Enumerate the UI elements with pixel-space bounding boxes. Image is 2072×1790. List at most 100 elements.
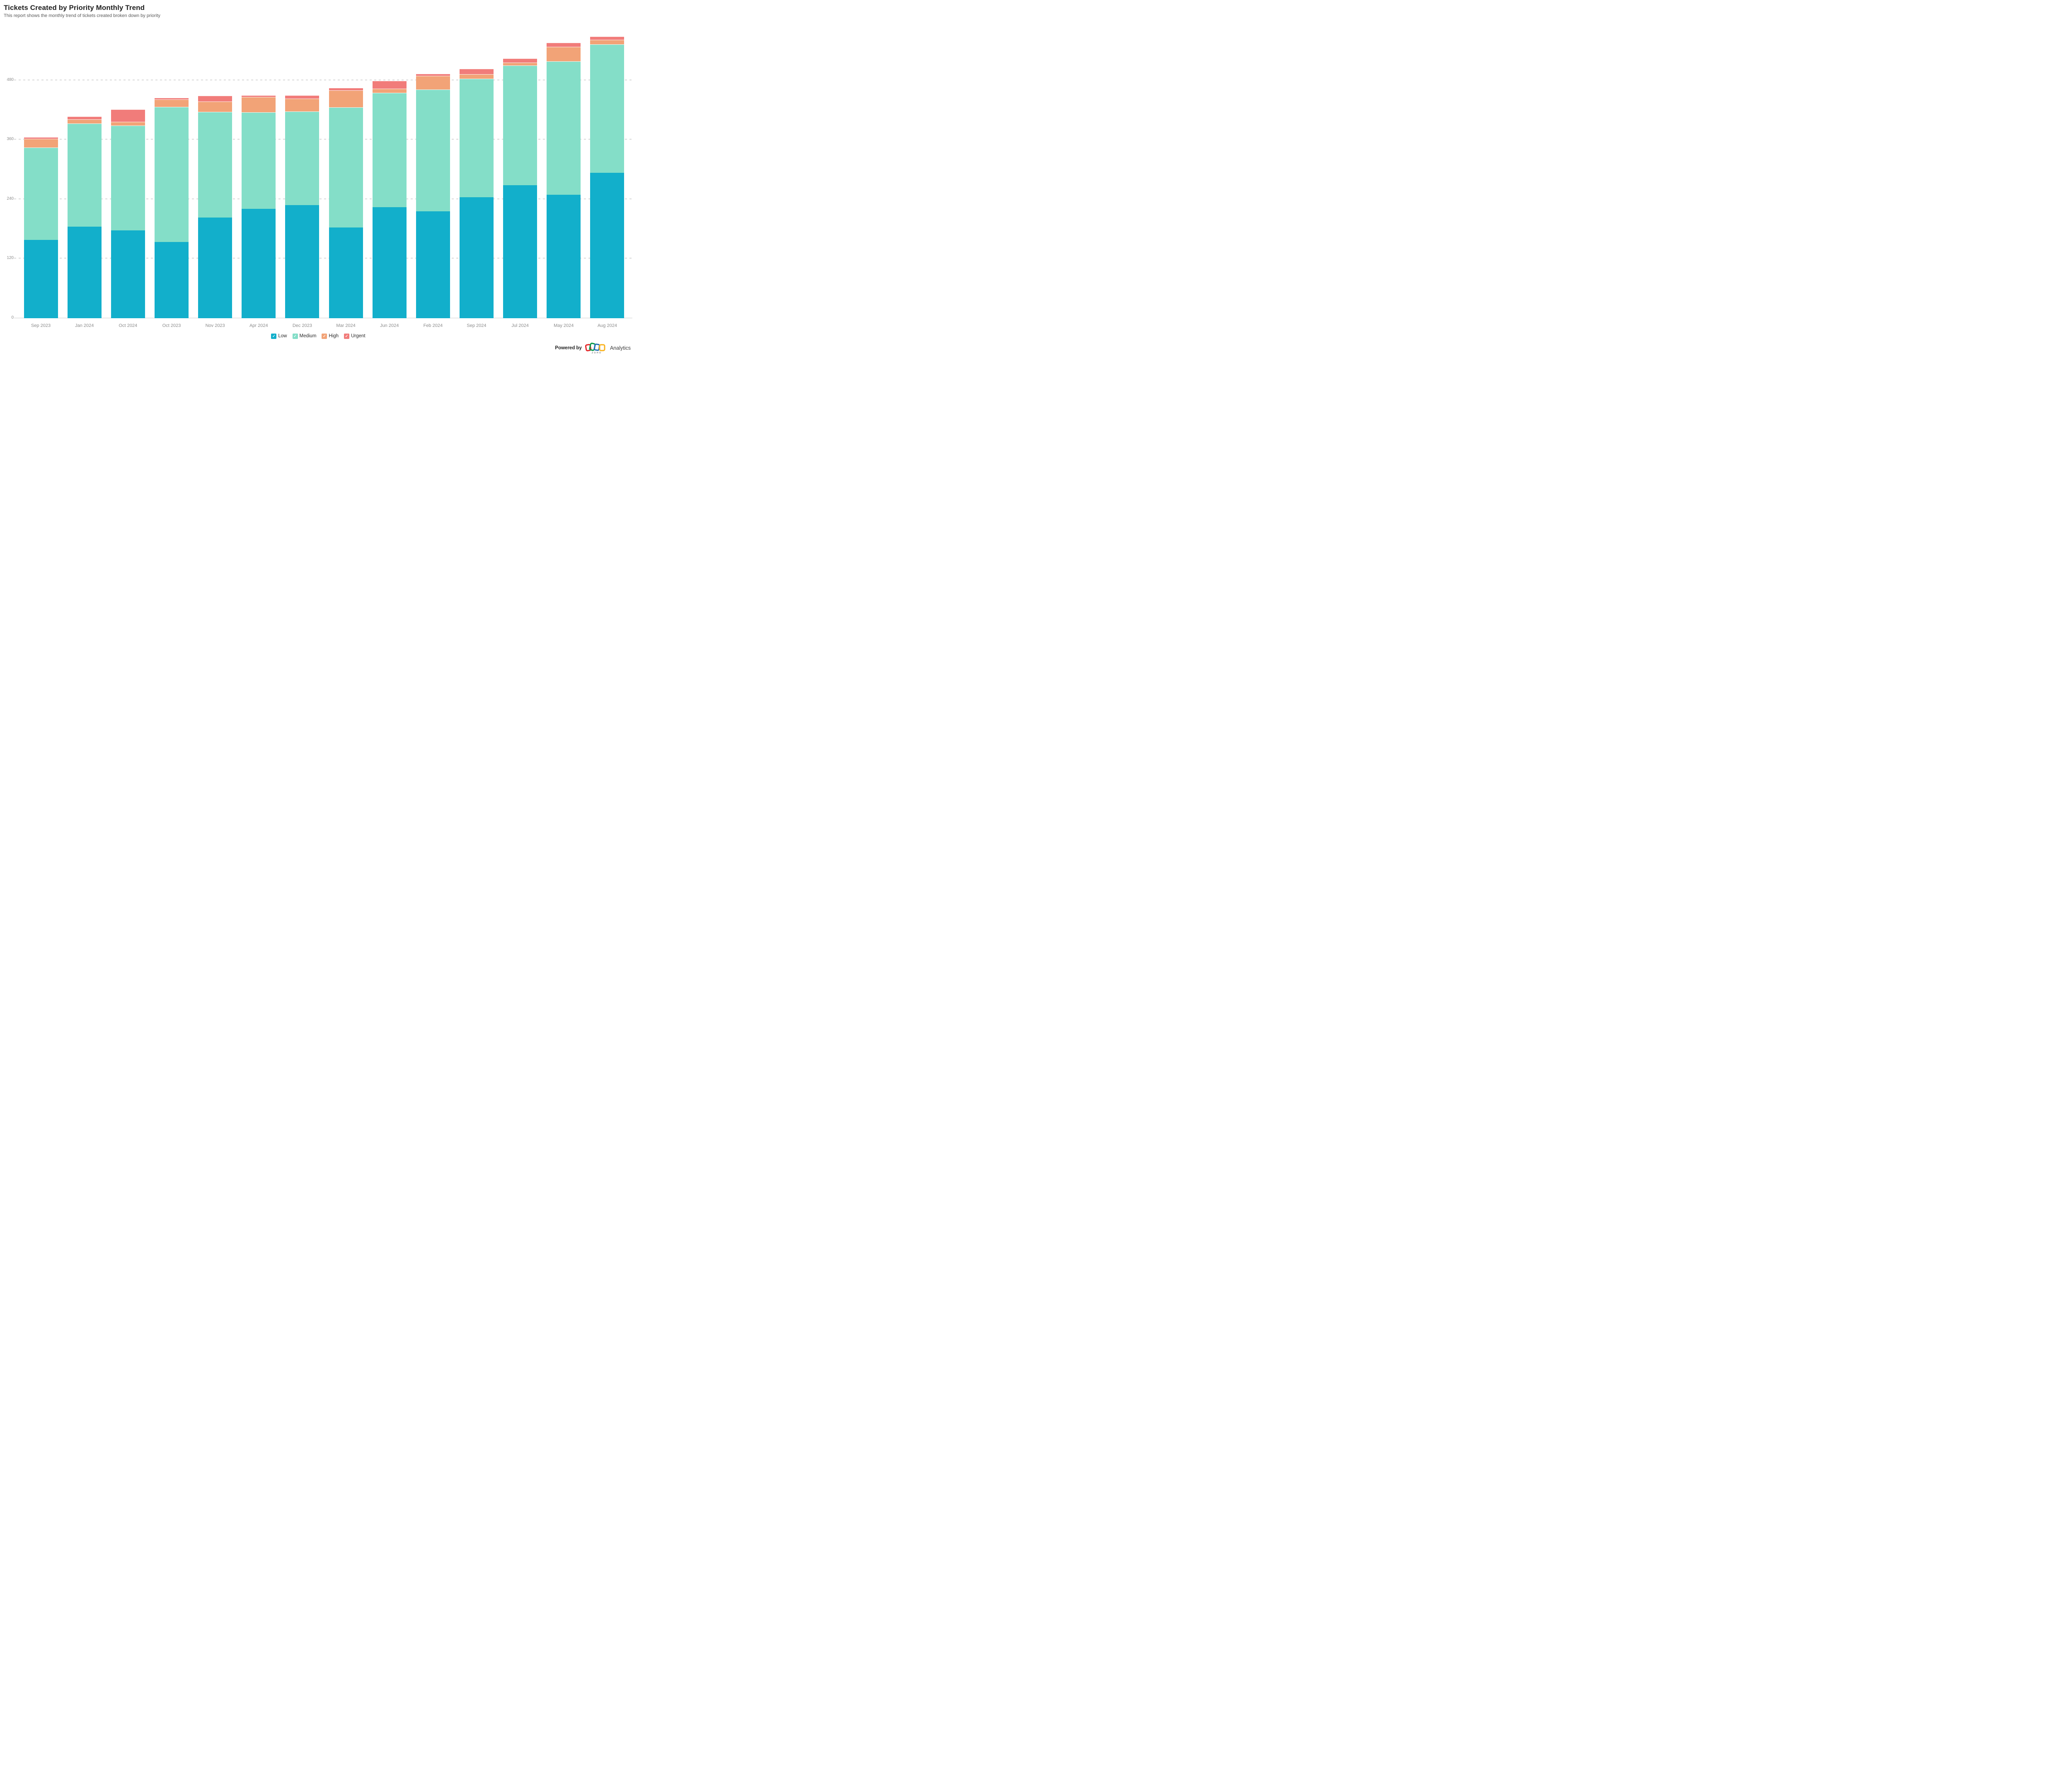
bar-segment-medium[interactable]: [111, 125, 145, 231]
bar-aug-2024: [590, 21, 625, 318]
bar-segment-urgent[interactable]: [590, 36, 625, 40]
x-tick-label: Nov 2023: [205, 323, 225, 328]
bar-segment-urgent[interactable]: [416, 74, 450, 76]
bar-jul-2024: [503, 21, 537, 318]
legend-label: Medium: [299, 334, 317, 339]
bar-segment-medium[interactable]: [547, 61, 581, 195]
bar-segment-urgent[interactable]: [372, 80, 407, 89]
bar-segment-medium[interactable]: [590, 44, 625, 173]
bar-jan-2024: [67, 21, 102, 318]
x-tick-label: Jun 2024: [380, 323, 399, 328]
bar-segment-high[interactable]: [198, 102, 232, 112]
bar-segment-high[interactable]: [416, 75, 450, 90]
bar-segment-low[interactable]: [547, 195, 581, 318]
bar-segment-urgent[interactable]: [503, 58, 537, 63]
bar-segment-high[interactable]: [67, 119, 102, 123]
bar-may-2024: [547, 21, 581, 318]
plot-area: [14, 21, 632, 318]
bar-segment-urgent[interactable]: [459, 69, 494, 75]
bar-segment-medium[interactable]: [67, 123, 102, 227]
brand-label[interactable]: Analytics: [610, 345, 631, 351]
bar-segment-high[interactable]: [503, 62, 537, 65]
bar-segment-medium[interactable]: [459, 79, 494, 198]
bar-segment-urgent[interactable]: [154, 97, 189, 100]
bar-segment-medium[interactable]: [198, 112, 232, 218]
bar-segment-high[interactable]: [547, 47, 581, 62]
bar-slot: [542, 21, 586, 318]
bar-segment-urgent[interactable]: [547, 42, 581, 47]
bar-segment-medium[interactable]: [329, 107, 363, 228]
legend-checkbox-icon: ✓: [271, 333, 277, 339]
bar-segment-urgent[interactable]: [329, 87, 363, 90]
bar-segment-low[interactable]: [111, 230, 145, 318]
bar-segment-low[interactable]: [285, 205, 320, 318]
bar-segment-low[interactable]: [372, 207, 407, 318]
bar-slot: [19, 21, 63, 318]
bar-segment-urgent[interactable]: [67, 116, 102, 120]
bar-segment-low[interactable]: [242, 208, 276, 318]
legend: ✓ Low ✓ Medium ✓ High ✓ Urgent: [0, 331, 637, 341]
legend-label: Low: [278, 334, 287, 339]
legend-item-urgent[interactable]: ✓ Urgent: [344, 333, 366, 339]
bar-segment-medium[interactable]: [24, 148, 58, 240]
bar-segment-low[interactable]: [24, 239, 58, 318]
bar-segment-low[interactable]: [503, 185, 537, 318]
bar-mar-2024: [329, 21, 363, 318]
bar-segment-high[interactable]: [329, 90, 363, 108]
bar-segment-low[interactable]: [590, 173, 625, 318]
bar-oct-2023: [154, 21, 189, 318]
legend-label: High: [329, 334, 339, 339]
report-header: Tickets Created by Priority Monthly Tren…: [0, 0, 637, 18]
bar-segment-high[interactable]: [154, 99, 189, 107]
bar-segment-high[interactable]: [372, 88, 407, 93]
legend-item-low[interactable]: ✓ Low: [271, 333, 287, 339]
x-tick-label: Feb 2024: [423, 323, 443, 328]
x-tick-label: Aug 2024: [597, 323, 617, 328]
bar-slot: [63, 21, 106, 318]
bar-segment-high[interactable]: [285, 98, 320, 112]
x-tick-label: Dec 2023: [292, 323, 312, 328]
bar-segment-low[interactable]: [154, 242, 189, 318]
page-subtitle: This report shows the monthly trend of t…: [4, 13, 160, 18]
bar-segment-urgent[interactable]: [242, 95, 276, 97]
bar-slot: [150, 21, 193, 318]
zoho-logo-icon[interactable]: ZOHO: [585, 342, 607, 354]
bar-segment-high[interactable]: [242, 97, 276, 113]
legend-label: Urgent: [351, 334, 366, 339]
legend-item-medium[interactable]: ✓ Medium: [292, 333, 317, 339]
bar-slot: [324, 21, 368, 318]
bar-segment-medium[interactable]: [285, 111, 320, 206]
x-tick-label: Sep 2023: [31, 323, 51, 328]
bar-segment-low[interactable]: [416, 211, 450, 318]
grid-layer: [14, 21, 632, 318]
bar-apr-2024: [242, 21, 276, 318]
bar-segment-low[interactable]: [459, 197, 494, 318]
y-tick-label: 360: [7, 137, 14, 142]
bar-segment-low[interactable]: [67, 226, 102, 318]
gridline: [14, 139, 632, 140]
footer: Powered by ZOHO Analytics: [0, 341, 637, 358]
bar-segment-medium[interactable]: [372, 92, 407, 207]
bar-segment-low[interactable]: [329, 227, 363, 318]
bar-segment-high[interactable]: [459, 74, 494, 79]
bar-segment-medium[interactable]: [154, 107, 189, 242]
bar-segment-medium[interactable]: [242, 112, 276, 209]
bar-segment-urgent[interactable]: [285, 95, 320, 99]
bar-segment-high[interactable]: [24, 138, 58, 148]
bar-segment-urgent[interactable]: [198, 95, 232, 102]
bar-segment-high[interactable]: [111, 122, 145, 126]
bar-slot: [106, 21, 150, 318]
legend-item-high[interactable]: ✓ High: [322, 333, 339, 339]
bar-slot: [499, 21, 542, 318]
bar-segment-high[interactable]: [590, 39, 625, 45]
powered-by-label: Powered by: [555, 346, 582, 351]
bar-slot: [455, 21, 498, 318]
bar-sep-2024: [459, 21, 494, 318]
bar-segment-urgent[interactable]: [111, 109, 145, 122]
bar-segment-medium[interactable]: [416, 90, 450, 211]
x-tick-label: Jan 2024: [75, 323, 94, 328]
gridline: [14, 198, 632, 199]
bar-segment-medium[interactable]: [503, 65, 537, 186]
bar-segment-low[interactable]: [198, 218, 232, 318]
bar-segment-urgent[interactable]: [24, 137, 58, 139]
